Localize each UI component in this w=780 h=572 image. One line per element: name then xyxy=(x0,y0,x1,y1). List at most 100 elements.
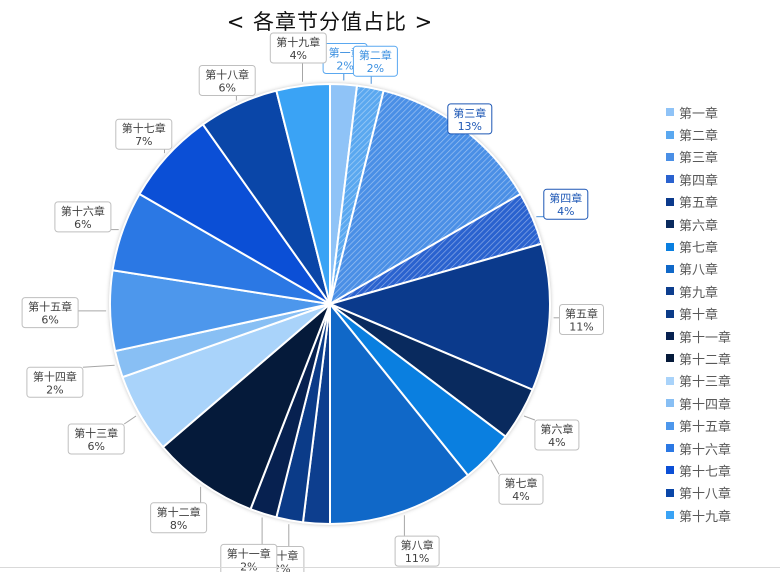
legend-item: 第十八章 xyxy=(666,482,731,504)
data-label-category: 第十九章 xyxy=(276,35,320,49)
legend-label: 第十二章 xyxy=(679,352,732,368)
legend-swatch xyxy=(666,376,674,385)
data-label-box xyxy=(26,366,84,398)
data-label-box xyxy=(534,419,580,451)
legend-item: 第五章 xyxy=(666,191,731,213)
legend-label: 第十八章 xyxy=(679,487,732,503)
legend-swatch xyxy=(666,444,674,453)
pie-slice-8 xyxy=(329,301,470,526)
legend-swatch xyxy=(666,332,674,341)
legend-label: 第三章 xyxy=(679,151,719,167)
legend-swatch xyxy=(666,488,674,497)
data-label-box xyxy=(269,32,327,64)
legend-item: 第十五章 xyxy=(666,414,731,436)
data-label-category: 第三章 xyxy=(453,106,486,120)
legend-label: 第十九章 xyxy=(679,509,732,525)
legend-label: 第十五章 xyxy=(679,420,732,436)
data-label-percent: 6% xyxy=(41,314,58,327)
legend-label: 第一章 xyxy=(679,106,719,122)
legend-swatch xyxy=(666,399,674,408)
data-label-percent: 13% xyxy=(458,120,482,133)
data-label-percent: 6% xyxy=(87,440,104,453)
data-label-box xyxy=(150,502,208,534)
legend-item: 第一章 xyxy=(666,101,731,123)
data-label-box xyxy=(447,103,493,135)
legend-item: 第三章 xyxy=(666,146,731,168)
legend-item: 第十二章 xyxy=(666,347,731,369)
data-label-category: 第六章 xyxy=(540,422,573,436)
data-label-category: 第十六章 xyxy=(61,204,105,218)
legend-swatch xyxy=(666,287,674,296)
pie-slices xyxy=(108,82,551,526)
legend-item: 第八章 xyxy=(666,258,731,280)
legend-label: 第七章 xyxy=(679,241,719,257)
legend-label: 第六章 xyxy=(679,218,719,234)
leader-line xyxy=(490,459,500,475)
legend-label: 第十四章 xyxy=(679,397,732,413)
legend-item: 第十九章 xyxy=(666,504,731,526)
legend-item: 第四章 xyxy=(666,168,731,190)
data-label-category: 第四章 xyxy=(549,191,582,205)
data-label-percent: 6% xyxy=(74,218,91,231)
data-label-percent: 4% xyxy=(512,490,529,503)
legend-swatch xyxy=(666,264,674,273)
legend-item: 第六章 xyxy=(666,213,731,235)
pie-slice-5 xyxy=(326,242,551,392)
data-label-category: 第十二章 xyxy=(157,505,201,519)
data-label-category: 第十五章 xyxy=(28,300,72,314)
data-label-box xyxy=(498,473,544,505)
legend-item: 第十七章 xyxy=(666,459,731,481)
data-label-box xyxy=(115,118,173,150)
data-label-percent: 2% xyxy=(46,383,63,396)
legend-label: 第十七章 xyxy=(679,464,732,480)
legend-item: 第十六章 xyxy=(666,437,731,459)
legend-swatch xyxy=(666,197,674,206)
data-label-percent: 2% xyxy=(240,560,257,572)
data-label-category: 第五章 xyxy=(565,307,598,321)
data-label-box xyxy=(220,543,278,572)
data-label-box xyxy=(559,304,604,335)
legend-label: 第五章 xyxy=(679,196,719,212)
data-label-percent: 2% xyxy=(367,62,384,75)
data-label-box xyxy=(352,45,398,77)
data-label-box xyxy=(543,188,589,220)
chart-title: < 各章节分值占比 > xyxy=(226,10,434,34)
legend-swatch xyxy=(666,466,674,475)
pie-slice-19 xyxy=(275,82,331,305)
legend-label: 第十章 xyxy=(679,308,719,324)
data-label-percent: 11% xyxy=(569,321,593,334)
legend-item: 第九章 xyxy=(666,280,731,302)
data-label-category: 第二章 xyxy=(359,48,392,62)
data-label-percent: 4% xyxy=(557,205,574,218)
data-label-box xyxy=(198,65,256,96)
data-label-category: 第十三章 xyxy=(74,426,118,440)
data-label-box xyxy=(394,535,440,567)
legend-item: 第二章 xyxy=(666,123,731,145)
leader-line xyxy=(123,415,137,425)
legend: 第一章 第二章 第三章 第四章 第五章 第六章 第七章 第八章 第九章 第十章 第十一章 第十二章 第十… xyxy=(666,101,731,526)
data-label-category: 第十一章 xyxy=(227,546,271,560)
data-label-percent: 8% xyxy=(170,519,187,532)
legend-swatch xyxy=(666,220,674,229)
leader-line xyxy=(523,415,536,421)
legend-label: 第二章 xyxy=(679,129,719,145)
data-labels: 第一章2%第二章2%第三章13%第四章4%第五章11%第六章4%第七章4%第八章… xyxy=(21,32,604,572)
legend-item: 第十四章 xyxy=(666,392,731,414)
legend-swatch xyxy=(666,242,674,251)
data-label-category: 第十七章 xyxy=(122,121,166,135)
legend-label: 第十三章 xyxy=(679,375,732,391)
legend-swatch xyxy=(666,354,674,363)
leader-line xyxy=(82,364,115,368)
data-label-box xyxy=(67,423,125,455)
data-label-percent: 6% xyxy=(218,82,235,95)
bottom-divider xyxy=(0,567,780,568)
legend-swatch xyxy=(666,421,674,430)
